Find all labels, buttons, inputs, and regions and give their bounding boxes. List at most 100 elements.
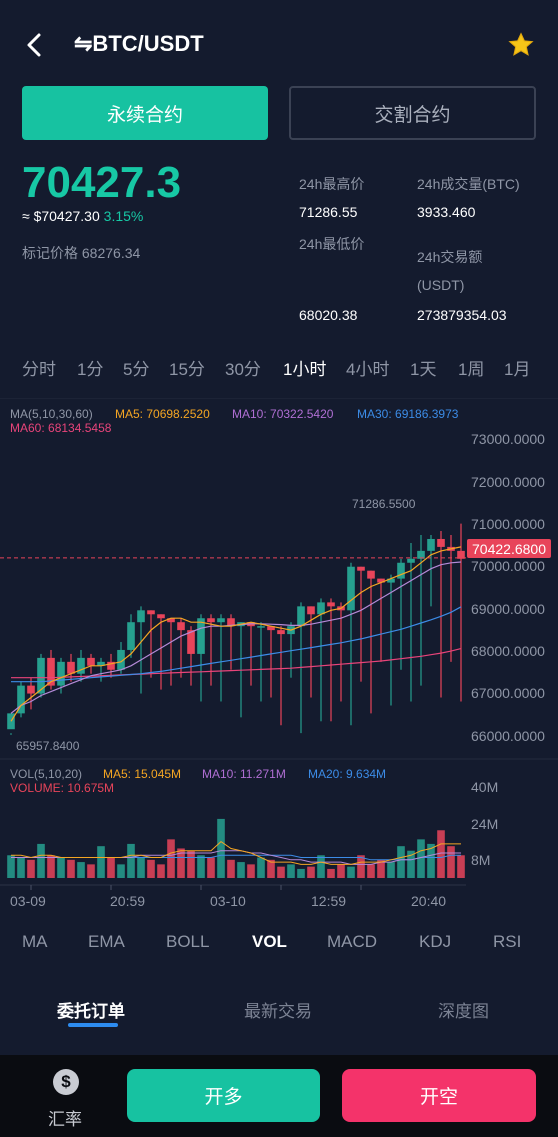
period-1m[interactable]: 1分 — [77, 360, 104, 379]
volume-bar — [167, 839, 175, 878]
header: ⇋BTC/USDT — [0, 0, 558, 88]
last-price: 70427.3 — [22, 158, 182, 207]
period-selector: 分时 1分 5分 15分 30分 1小时 4小时 1天 1周 1月 — [0, 355, 558, 385]
candle-body — [27, 685, 35, 694]
candlestick-chart[interactable] — [0, 398, 558, 918]
y-tick: 69000.0000 — [471, 601, 545, 617]
candle-body — [267, 626, 275, 631]
period-timeline[interactable]: 分时 — [22, 360, 56, 379]
indicator-rsi[interactable]: RSI — [493, 932, 522, 951]
tab-depth[interactable]: 深度图 — [438, 1002, 489, 1021]
volume-bar — [127, 843, 135, 878]
volume-bar — [247, 864, 255, 878]
candle-body — [97, 661, 105, 666]
y-tick: 73000.0000 — [471, 431, 545, 447]
period-1mo[interactable]: 1月 — [504, 360, 531, 379]
indicator-selector: MA EMA BOLL VOL MACD KDJ RSI — [0, 932, 558, 962]
period-1w[interactable]: 1周 — [458, 360, 485, 379]
volume-bar — [227, 859, 235, 878]
open-short-button[interactable]: 开空 — [342, 1069, 536, 1122]
volume-bar — [137, 857, 145, 878]
volume-bar — [407, 850, 415, 878]
max-price-label: 71286.5500 — [352, 497, 416, 511]
amount-unit: (USDT) — [417, 277, 465, 293]
vol-ma5-legend: MA5: 15.045M — [103, 767, 182, 781]
volume-bar — [17, 857, 25, 878]
candle-body — [67, 661, 75, 674]
y-tick: 67000.0000 — [471, 685, 545, 701]
volume-bar — [327, 868, 335, 878]
open-long-button[interactable]: 开多 — [127, 1069, 320, 1122]
volume-bar — [187, 850, 195, 878]
low-value: 68020.38 — [299, 307, 358, 323]
vol-tick: 24M — [471, 816, 499, 832]
volume-bar — [297, 868, 305, 878]
candle-body — [207, 618, 215, 623]
volume-bar — [197, 855, 205, 878]
candle-body — [147, 610, 155, 615]
ma5-legend: MA5: 70698.2520 — [115, 407, 210, 421]
x-tick: 12:59 — [311, 893, 347, 909]
candle-body — [387, 578, 395, 583]
ma10-line — [10, 561, 462, 714]
min-price-label: 65957.8400 — [16, 739, 80, 753]
dollar-icon[interactable]: $ — [53, 1069, 79, 1095]
vol-legend-label: VOL(5,10,20) — [10, 767, 83, 781]
order-tabs: 委托订单 最新交易 深度图 — [0, 993, 558, 1033]
period-1d[interactable]: 1天 — [410, 360, 437, 379]
period-30m[interactable]: 30分 — [225, 360, 261, 379]
indicator-ema[interactable]: EMA — [88, 932, 125, 951]
period-4h[interactable]: 4小时 — [346, 360, 390, 379]
indicator-boll[interactable]: BOLL — [166, 932, 210, 951]
tab-perpetual[interactable]: 永续合约 — [22, 86, 268, 140]
candle-body — [297, 606, 305, 627]
indicator-ma[interactable]: MA — [22, 932, 48, 951]
volume-bar — [117, 864, 125, 878]
y-tick: 70000.0000 — [471, 558, 545, 574]
volume-bar — [397, 846, 405, 878]
candle-body — [347, 566, 355, 611]
vol-ma10-legend: MA10: 11.271M — [202, 767, 286, 781]
ma-legend-label: MA(5,10,30,60) — [10, 407, 93, 421]
volume-bar — [387, 862, 395, 878]
volume-bar — [47, 855, 55, 878]
period-1h[interactable]: 1小时 — [283, 360, 327, 379]
candle-body — [317, 602, 325, 615]
volume-bar — [57, 857, 65, 878]
rate-label[interactable]: 汇率 — [48, 1110, 82, 1129]
indicator-kdj[interactable]: KDJ — [419, 932, 452, 951]
volume-bar — [157, 864, 165, 878]
favorite-star-icon[interactable] — [508, 32, 534, 58]
low-label: 24h最低价 — [299, 236, 365, 252]
pair-title[interactable]: ⇋BTC/USDT — [74, 31, 204, 56]
volume-bar — [357, 855, 365, 878]
indicator-vol[interactable]: VOL — [252, 932, 287, 951]
candle-body — [407, 558, 415, 563]
candle-body — [457, 550, 465, 559]
tab-orders[interactable]: 委托订单 — [57, 1002, 125, 1021]
candle-body — [17, 685, 25, 714]
volume-bar — [287, 864, 295, 878]
candle-body — [217, 618, 225, 623]
candle-body — [277, 630, 285, 635]
candle-body — [107, 661, 115, 670]
volume-bar — [37, 843, 45, 878]
volume-label: 24h成交量(BTC) — [417, 176, 520, 192]
amount-value: 273879354.03 — [417, 307, 507, 323]
tab-delivery[interactable]: 交割合约 — [289, 86, 536, 140]
x-tick: 03-09 — [10, 893, 46, 909]
period-5m[interactable]: 5分 — [123, 360, 150, 379]
x-tick: 20:59 — [110, 893, 146, 909]
candle-body — [187, 630, 195, 654]
ma60-line — [11, 648, 462, 679]
volume-bar — [237, 862, 245, 878]
indicator-macd[interactable]: MACD — [327, 932, 378, 951]
candle-body — [77, 657, 85, 674]
vol-tick: 40M — [471, 779, 499, 795]
back-arrow-icon[interactable] — [22, 30, 48, 60]
volume-bar — [87, 864, 95, 878]
volume-bar — [427, 843, 435, 878]
tab-trades[interactable]: 最新交易 — [244, 1002, 312, 1021]
period-15m[interactable]: 15分 — [169, 360, 205, 379]
candle-body — [127, 622, 135, 650]
